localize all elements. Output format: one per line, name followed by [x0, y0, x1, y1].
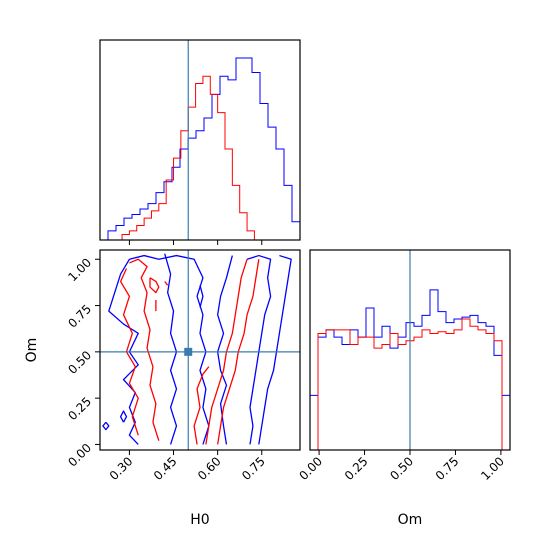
- h0-xtick-label-3: 0.60: [195, 454, 224, 483]
- h0-histogram-series-1: [100, 57, 301, 241]
- contour-series-1-line-3: [102, 421, 110, 431]
- h0-om-contour-frame: [99, 249, 301, 451]
- contour-series-1-line-8: [258, 254, 292, 445]
- h0-xtick-label-2: 0.45: [151, 454, 180, 483]
- contour-series-2-line-8: [193, 366, 210, 445]
- contour-series-1-line-2: [108, 258, 139, 445]
- h0-marginal-frame: [99, 39, 301, 241]
- x-axis-label-om: Om: [398, 512, 423, 528]
- h0-xtick-label-1: 0.30: [107, 454, 136, 483]
- om-xtick-label-1: 0.00: [296, 454, 325, 483]
- contour-series-1-line-9: [199, 285, 204, 308]
- contour-series-1-line-6: [216, 255, 233, 445]
- om-xtick-label-5: 1.00: [478, 454, 507, 483]
- om-ytick-label-2: 0.25: [65, 394, 94, 423]
- contour-series-2-line-1: [129, 258, 160, 441]
- contour-series-1-line-4: [119, 410, 128, 423]
- contour-series-1-line-7: [246, 254, 272, 445]
- om-xtick-label-4: 0.75: [433, 454, 462, 483]
- truth-marker: [184, 347, 193, 356]
- contour-series-1-line-5: [164, 253, 178, 445]
- om-marginal-frame: [309, 249, 511, 451]
- h0-marginal-panel: [99, 39, 301, 245]
- om-xtick-label-2: 0.25: [342, 454, 371, 483]
- contour-series-2-line-5: [164, 281, 169, 286]
- om-histogram-series-2: [310, 318, 510, 451]
- om-ytick-label-4: 0.75: [65, 302, 94, 331]
- contour-series-1-line-1: [129, 254, 210, 445]
- h0-xtick-label-4: 0.75: [239, 454, 268, 483]
- om-marginal-panel: 0.00 0.25 0.50 0.75 1.00 Om: [296, 249, 511, 528]
- om-ytick-label-1: 0.00: [65, 441, 94, 470]
- om-ytick-label-3: 0.50: [65, 348, 94, 377]
- h0-om-contour-panel: 0.30 0.45 0.60 0.75 0.00 0.25 0.50 0.75 1.00 H0…: [24, 249, 301, 528]
- om-ytick-label-5: 1.00: [65, 255, 94, 284]
- om-xtick-label-3: 0.50: [387, 454, 416, 483]
- x-axis-label-h0: H0: [190, 512, 209, 528]
- y-axis-label-om: Om: [24, 338, 40, 363]
- contour-series-2-line-4: [149, 277, 160, 294]
